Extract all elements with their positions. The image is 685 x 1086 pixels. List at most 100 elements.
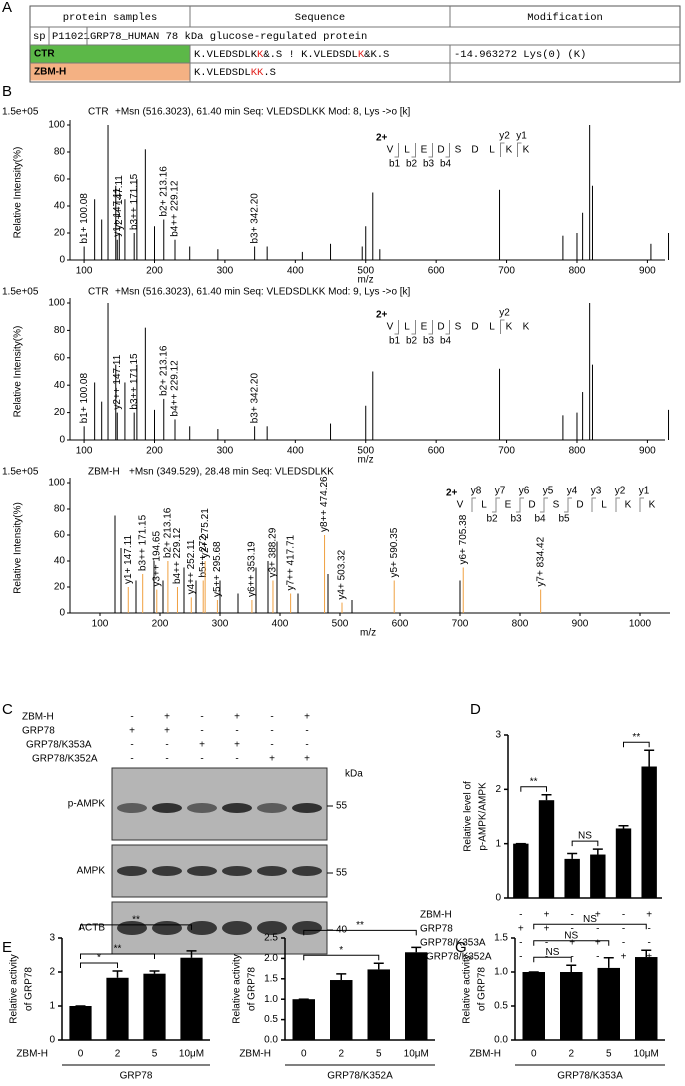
- y-axis-label: Relative Intensity(%): [13, 326, 24, 418]
- sign: +: [304, 712, 310, 723]
- significance-bracket: [533, 940, 610, 946]
- bar: [522, 972, 545, 1040]
- group-label: GRP78/K352A: [327, 1071, 393, 1082]
- b-bracket: [394, 320, 399, 335]
- significance-bracket: [80, 962, 118, 968]
- x-tick-label: 0: [301, 1049, 307, 1060]
- peak-label: b2+ 213.16: [163, 507, 174, 558]
- sign: +: [595, 910, 601, 921]
- peak-label: y1+ 147.11: [112, 187, 123, 236]
- b-bracket: [564, 498, 569, 513]
- y-axis-label: Relative Intensity(%): [13, 502, 24, 594]
- sign: -: [165, 740, 168, 751]
- b-ion: b2: [486, 514, 498, 525]
- x-tick-label: 0: [531, 1049, 537, 1060]
- x-tick-label: 700: [452, 619, 469, 630]
- y-tick-label: 0.5: [264, 1014, 278, 1025]
- band: [187, 921, 217, 935]
- band: [117, 803, 147, 813]
- y-ion: y2: [615, 486, 626, 497]
- residue: K: [523, 145, 530, 156]
- peak-label: y5++ 295.68: [212, 541, 223, 597]
- x-tick-label: 400: [287, 446, 304, 457]
- residue: L: [404, 145, 410, 156]
- bar: [590, 854, 606, 898]
- bar: [513, 843, 529, 898]
- y-bracket: [495, 497, 500, 512]
- b-bracket: [428, 143, 433, 158]
- y-tick-label: 0: [59, 255, 65, 266]
- y-tick-label: 2: [49, 967, 55, 978]
- sequence-segment: KK: [251, 67, 264, 79]
- table-frame: [29, 5, 681, 83]
- x-tick-label: 900: [639, 446, 656, 457]
- error-bar: [336, 973, 347, 981]
- bar: [180, 957, 203, 1040]
- x-tick-label: 2: [338, 1049, 344, 1060]
- sequence-segment: &K.S: [364, 49, 389, 61]
- y-tick-label: 1: [49, 1001, 55, 1012]
- y-tick-label: 100: [48, 478, 65, 489]
- b-bracket: [411, 143, 416, 158]
- error-bar: [112, 970, 123, 978]
- panel-label: G: [455, 939, 467, 956]
- error-bar: [641, 949, 652, 958]
- x-tick-label: 600: [392, 619, 409, 630]
- y-tick-label: 2.5: [264, 933, 278, 944]
- b-bracket: [492, 498, 497, 513]
- peak-label: y2+ 275.21: [200, 508, 211, 558]
- y-ion: y4: [567, 486, 578, 497]
- x-tick-label: 5: [376, 1049, 382, 1060]
- band: [292, 921, 322, 935]
- x-tick-label: 900: [572, 619, 589, 630]
- y-tick-label: 100: [48, 120, 65, 131]
- sign: -: [622, 938, 625, 949]
- sign: -: [270, 740, 273, 751]
- error-bar: [186, 950, 197, 958]
- peak-label: b1+ 100.08: [79, 193, 90, 244]
- y-tick-label: 80: [54, 147, 66, 158]
- sign: +: [518, 924, 524, 935]
- condition-label: ZBM-H: [420, 910, 452, 921]
- significance-label: NS: [583, 914, 597, 925]
- y-ion: y6: [519, 486, 530, 497]
- band: [152, 921, 182, 935]
- sign: +: [199, 740, 205, 751]
- y-tick-label: 1.0: [264, 994, 278, 1005]
- y-tick-label: 40: [54, 380, 66, 391]
- error-bar: [566, 964, 577, 972]
- sample-label: CTR: [88, 107, 109, 118]
- y-tick-label: 80: [54, 504, 66, 515]
- residue: L: [404, 322, 410, 333]
- y-tick-label: 20: [54, 407, 66, 418]
- scale-label: 1.5e+05: [2, 107, 39, 118]
- x-axis-label: m/z: [360, 628, 376, 639]
- y-axis-label: of GRP78: [247, 967, 258, 1011]
- x-tick-label: 600: [428, 266, 445, 277]
- residue: D: [528, 500, 535, 511]
- bar: [564, 858, 580, 898]
- x-tick-label: 0: [78, 1049, 84, 1060]
- group-label: GRP78: [120, 1071, 153, 1082]
- sign: -: [647, 938, 650, 949]
- panel-label: C: [2, 701, 13, 718]
- x-tick-label: 10μM: [404, 1049, 429, 1060]
- residue: K: [625, 500, 632, 511]
- y-tick-label: 1.0: [494, 967, 508, 978]
- sign: +: [621, 952, 627, 963]
- peak-label: y1+ 147.11: [123, 535, 134, 584]
- sequence-segment: K: [358, 49, 365, 61]
- residue: K: [506, 145, 513, 156]
- x-axis-label: ZBM-H: [16, 1049, 48, 1060]
- sample-cell: [30, 45, 190, 63]
- band: [222, 803, 252, 813]
- band: [187, 866, 217, 876]
- y-ion: y8: [471, 486, 482, 497]
- b-ion: b1: [389, 336, 401, 347]
- y-axis-label: Relative activity: [462, 954, 473, 1023]
- spectrum-title: +Msn (349.529), 28.48 min Seq: VLEDSDLKK: [129, 467, 334, 478]
- x-tick-label: 900: [639, 266, 656, 277]
- residue: V: [387, 322, 394, 333]
- residue: E: [505, 500, 512, 511]
- residue: K: [649, 500, 656, 511]
